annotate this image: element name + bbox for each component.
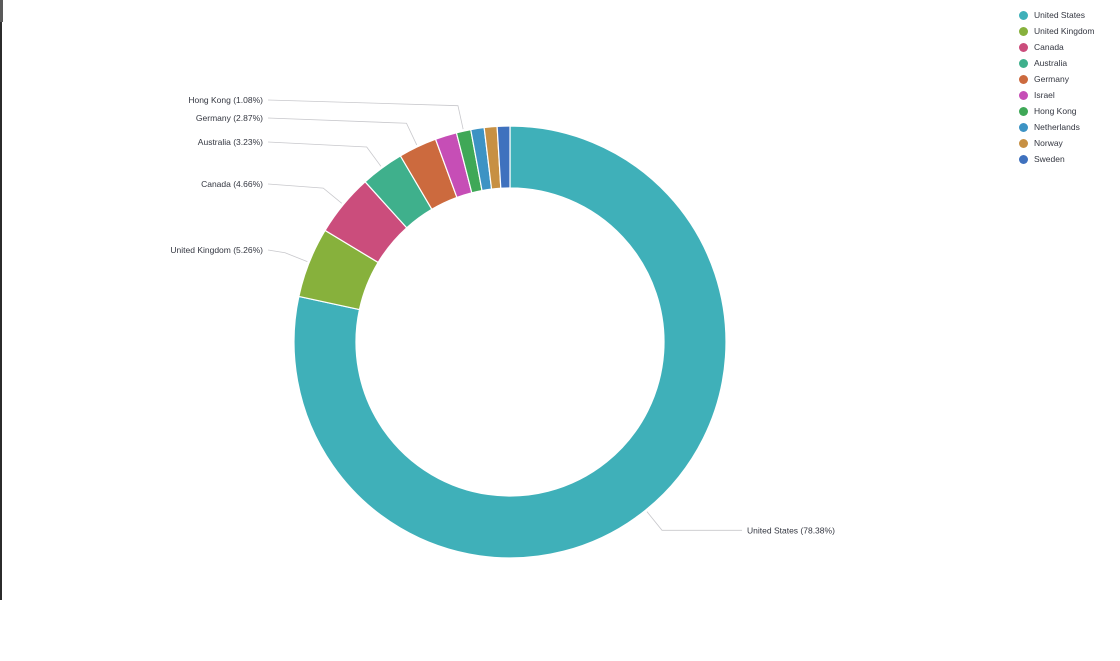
legend-label: Sweden: [1034, 154, 1065, 164]
slice-label-united-states: United States (78.38%): [747, 525, 835, 535]
legend-swatch: [1019, 74, 1028, 84]
legend-swatch: [1019, 58, 1028, 68]
legend-label: United Kingdom: [1034, 26, 1095, 36]
window-edge-notch: [0, 0, 3, 22]
legend-label: United States: [1034, 10, 1086, 20]
leader-line-hong-kong: [267, 99, 464, 130]
legend-item-israel[interactable]: Israel: [1016, 87, 1116, 103]
legend-swatch: [1019, 138, 1028, 148]
legend-swatch: [1019, 90, 1028, 100]
slice-label-united-kingdom: United Kingdom (5.26%): [170, 245, 263, 255]
slice-label-germany: Germany (2.87%): [196, 113, 263, 123]
donut-chart: United States (78.38%) United Kingdom (5.…: [170, 95, 835, 559]
slices-group: [293, 125, 727, 559]
leader-line-australia: [267, 141, 382, 167]
legend-item-sweden[interactable]: Sweden: [1016, 151, 1116, 167]
legend-label: Canada: [1034, 42, 1064, 52]
legend: United States United Kingdom Canada Austral…: [1016, 7, 1116, 167]
leader-line-united-kingdom: [267, 249, 308, 262]
leader-line-united-states: [646, 511, 743, 531]
slice-sweden[interactable]: [496, 125, 511, 189]
slice-label-canada: Canada (4.66%): [201, 179, 263, 189]
slice-labels-group: United States (78.38%) United Kingdom (5.…: [170, 95, 835, 535]
slice-label-australia: Australia (3.23%): [198, 137, 263, 147]
legend-swatch: [1019, 106, 1028, 116]
legend-swatch: [1019, 10, 1028, 20]
legend-item-netherlands[interactable]: Netherlands: [1016, 119, 1116, 135]
legend-item-hong-kong[interactable]: Hong Kong: [1016, 103, 1116, 119]
legend-item-germany[interactable]: Germany: [1016, 71, 1116, 87]
legend-swatch: [1019, 122, 1028, 132]
legend-label: Israel: [1034, 90, 1055, 100]
legend-label: Hong Kong: [1034, 106, 1077, 116]
leader-line-canada: [267, 183, 343, 204]
legend-item-united-kingdom[interactable]: United Kingdom: [1016, 23, 1116, 39]
window-edge: [0, 0, 2, 600]
legend-swatch: [1019, 26, 1028, 36]
legend-swatch: [1019, 154, 1028, 164]
leader-lines-group: [267, 99, 743, 531]
leader-line-germany: [267, 117, 418, 146]
slice-label-hong-kong: Hong Kong (1.08%): [188, 95, 263, 105]
legend-label: Netherlands: [1034, 122, 1080, 132]
legend-label: Norway: [1034, 138, 1063, 148]
legend-swatch: [1019, 42, 1028, 52]
legend-item-canada[interactable]: Canada: [1016, 39, 1116, 55]
legend-item-australia[interactable]: Australia: [1016, 55, 1116, 71]
slice-united-states[interactable]: [293, 125, 727, 559]
legend-item-united-states[interactable]: United States: [1016, 7, 1116, 23]
legend-label: Germany: [1034, 74, 1069, 84]
legend-label: Australia: [1034, 58, 1068, 68]
legend-item-norway[interactable]: Norway: [1016, 135, 1116, 151]
